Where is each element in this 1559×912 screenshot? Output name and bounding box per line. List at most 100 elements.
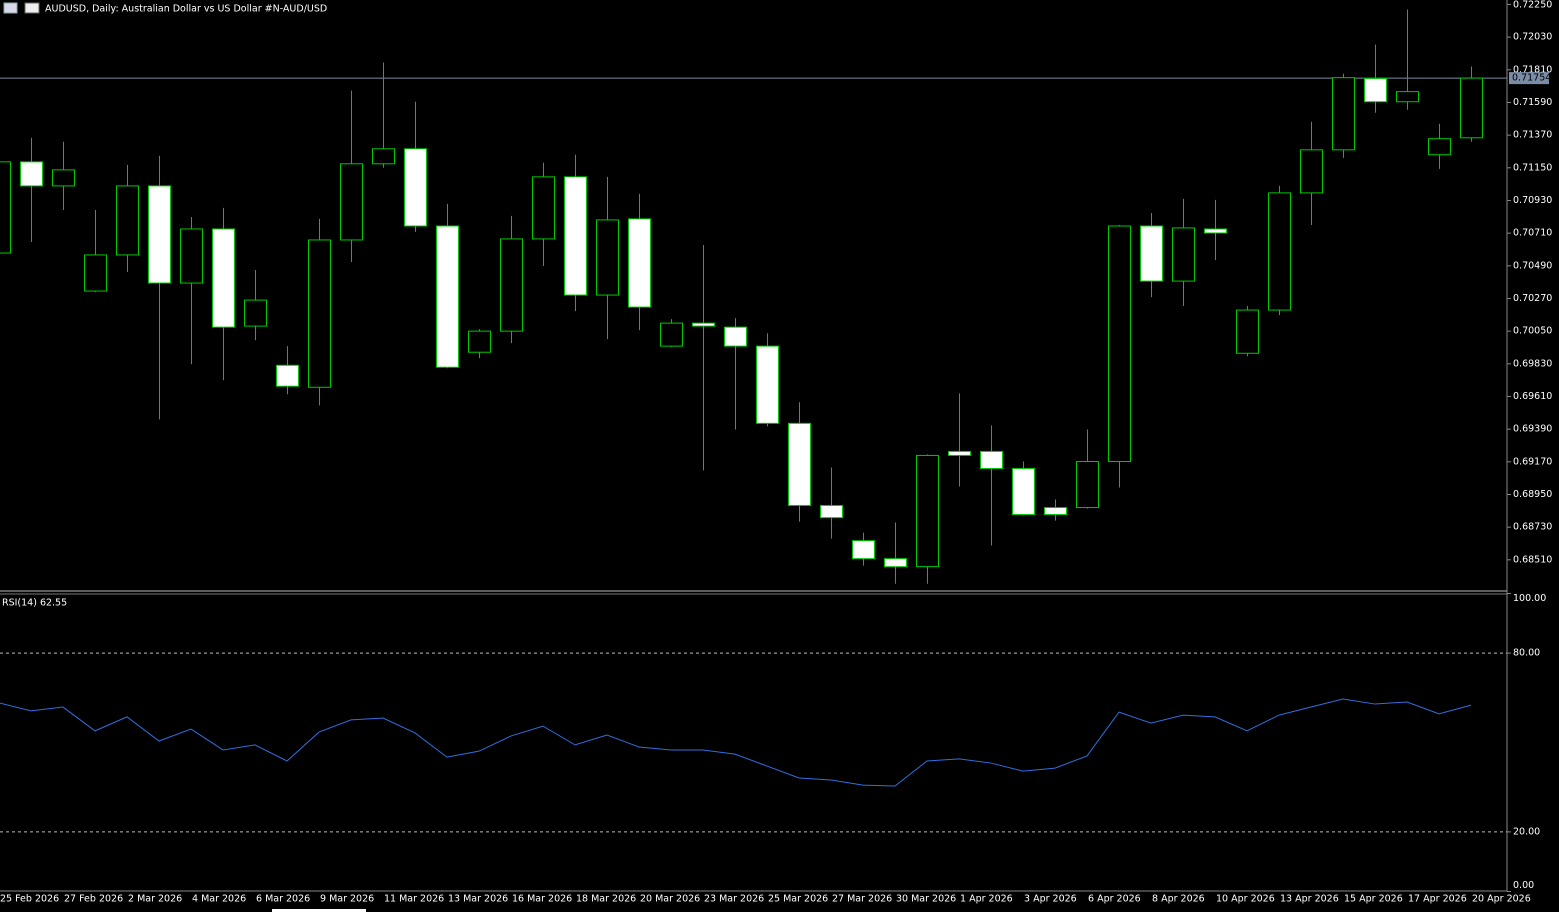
- y-tick-label: 0.68510: [1513, 554, 1552, 565]
- candle-body: [212, 228, 235, 328]
- x-tick-label: 6 Apr 2026: [1088, 894, 1141, 905]
- candle-body: [1332, 77, 1355, 151]
- y-tick-label: 0.71590: [1513, 97, 1552, 108]
- candle-body: [884, 558, 907, 568]
- x-tick-label: 17 Apr 2026: [1408, 894, 1467, 905]
- candle-body: [148, 185, 171, 284]
- candle-body: [660, 322, 683, 347]
- candle-body: [20, 161, 43, 187]
- candle-body: [404, 148, 427, 227]
- candle-body: [692, 322, 715, 327]
- y-tick-label: 0.70490: [1513, 260, 1552, 271]
- x-tick-label: 27 Feb 2026: [64, 894, 123, 905]
- y-tick-label: 0.70270: [1513, 293, 1552, 304]
- y-tick-label: 100.00: [1513, 593, 1546, 604]
- candle-body: [852, 540, 875, 560]
- candle-body: [1076, 461, 1099, 509]
- y-tick-label: 80.00: [1513, 648, 1540, 659]
- y-tick-label: 0.69170: [1513, 456, 1552, 467]
- x-tick-label: 16 Mar 2026: [512, 894, 572, 905]
- flag-icon: [24, 2, 40, 14]
- y-tick-label: 0.69830: [1513, 358, 1552, 369]
- candle-body: [84, 254, 107, 292]
- rsi-line: [0, 698, 1472, 787]
- y-tick-label: 0.68950: [1513, 489, 1552, 500]
- y-tick-label: 0.71370: [1513, 130, 1552, 141]
- candle-body: [436, 225, 459, 368]
- scrollbar[interactable]: [272, 909, 366, 912]
- candle-body: [628, 218, 651, 308]
- x-tick-label: 6 Mar 2026: [256, 894, 310, 905]
- flag-icon: [3, 2, 18, 14]
- candle-body: [244, 299, 267, 327]
- x-tick-label: 25 Feb 2026: [0, 894, 59, 905]
- x-tick-label: 25 Mar 2026: [768, 894, 828, 905]
- x-tick-label: 2 Mar 2026: [128, 894, 182, 905]
- candle-body: [596, 219, 619, 296]
- candle-body: [1108, 225, 1131, 463]
- candle-body: [180, 228, 203, 284]
- last-price-label: 0.71754: [1512, 73, 1551, 84]
- candle-body: [340, 163, 363, 241]
- y-tick-label: 0.69390: [1513, 424, 1552, 435]
- x-tick-label: 10 Apr 2026: [1216, 894, 1275, 905]
- y-tick-label: 0.72250: [1513, 0, 1552, 11]
- x-tick-label: 23 Mar 2026: [704, 894, 764, 905]
- y-tick-label: 0.71810: [1513, 64, 1552, 75]
- indicator-label: RSI(14) 62.55: [2, 598, 67, 609]
- candle-body: [372, 148, 395, 165]
- candle-body: [564, 176, 587, 296]
- last-price-box: [1509, 72, 1549, 85]
- x-tick-label: 30 Mar 2026: [896, 894, 956, 905]
- x-tick-label: 20 Apr 2026: [1472, 894, 1531, 905]
- candle-body: [532, 176, 555, 240]
- candle-body: [1204, 228, 1227, 234]
- x-tick-label: 11 Mar 2026: [384, 894, 444, 905]
- x-tick-label: 8 Apr 2026: [1152, 894, 1205, 905]
- x-tick-label: 3 Apr 2026: [1024, 894, 1077, 905]
- candle-body: [980, 450, 1003, 469]
- x-tick-label: 1 Apr 2026: [960, 894, 1013, 905]
- y-tick-label: 0.70710: [1513, 228, 1552, 239]
- y-tick-label: 0.69610: [1513, 391, 1552, 402]
- x-tick-label: 4 Mar 2026: [192, 894, 246, 905]
- candle-body: [1396, 91, 1419, 103]
- candle-body: [756, 345, 779, 424]
- candle-body: [1140, 225, 1163, 282]
- y-tick-label: 0.70930: [1513, 195, 1552, 206]
- candle-body: [0, 161, 11, 254]
- y-tick-label: 0.70050: [1513, 326, 1552, 337]
- candle-body: [1172, 227, 1195, 282]
- candle-body: [916, 454, 939, 568]
- x-tick-label: 20 Mar 2026: [640, 894, 700, 905]
- x-tick-label: 9 Mar 2026: [320, 894, 374, 905]
- candle-body: [1236, 309, 1259, 354]
- candle-body: [948, 450, 971, 456]
- candle-body: [500, 238, 523, 332]
- candle-body: [1460, 77, 1483, 139]
- candle-body: [1300, 149, 1323, 194]
- candle-body: [1044, 507, 1067, 516]
- candle-body: [116, 185, 139, 256]
- candle-body: [1268, 192, 1291, 311]
- candle-body: [724, 326, 747, 347]
- y-tick-label: 0.71150: [1513, 162, 1552, 173]
- candle-body: [788, 422, 811, 506]
- candle-body: [308, 239, 331, 388]
- x-tick-label: 13 Apr 2026: [1280, 894, 1339, 905]
- y-tick-label: 20.00: [1513, 826, 1540, 837]
- candle-body: [468, 330, 491, 353]
- x-tick-label: 27 Mar 2026: [832, 894, 892, 905]
- candle-body: [1428, 138, 1451, 156]
- candle-body: [1012, 467, 1035, 516]
- y-tick-label: 0.00: [1513, 880, 1534, 891]
- y-tick-label: 0.72030: [1513, 32, 1552, 43]
- x-tick-label: 15 Apr 2026: [1344, 894, 1403, 905]
- candle-body: [1364, 78, 1387, 103]
- candle-body: [52, 169, 75, 187]
- y-tick-label: 0.68730: [1513, 522, 1552, 533]
- x-tick-label: 18 Mar 2026: [576, 894, 636, 905]
